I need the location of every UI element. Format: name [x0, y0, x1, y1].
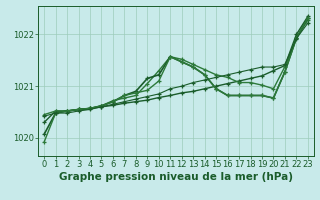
X-axis label: Graphe pression niveau de la mer (hPa): Graphe pression niveau de la mer (hPa) [59, 172, 293, 182]
